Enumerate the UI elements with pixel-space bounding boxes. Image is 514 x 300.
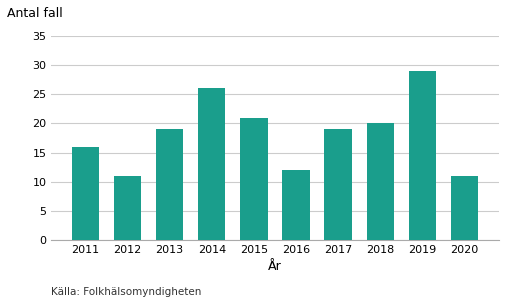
Bar (451, 176, 478, 240)
Text: Antal fall: Antal fall (7, 7, 62, 20)
Text: Källa: Folkhälsomyndigheten: Källa: Folkhälsomyndigheten (51, 287, 202, 297)
Bar (114, 176, 141, 240)
Bar (198, 88, 226, 240)
Bar (324, 129, 352, 240)
Bar (240, 118, 268, 240)
Bar (72, 147, 99, 240)
Bar (409, 71, 436, 240)
Bar (366, 123, 394, 240)
Bar (282, 170, 310, 240)
X-axis label: År: År (268, 260, 282, 273)
Bar (156, 129, 183, 240)
